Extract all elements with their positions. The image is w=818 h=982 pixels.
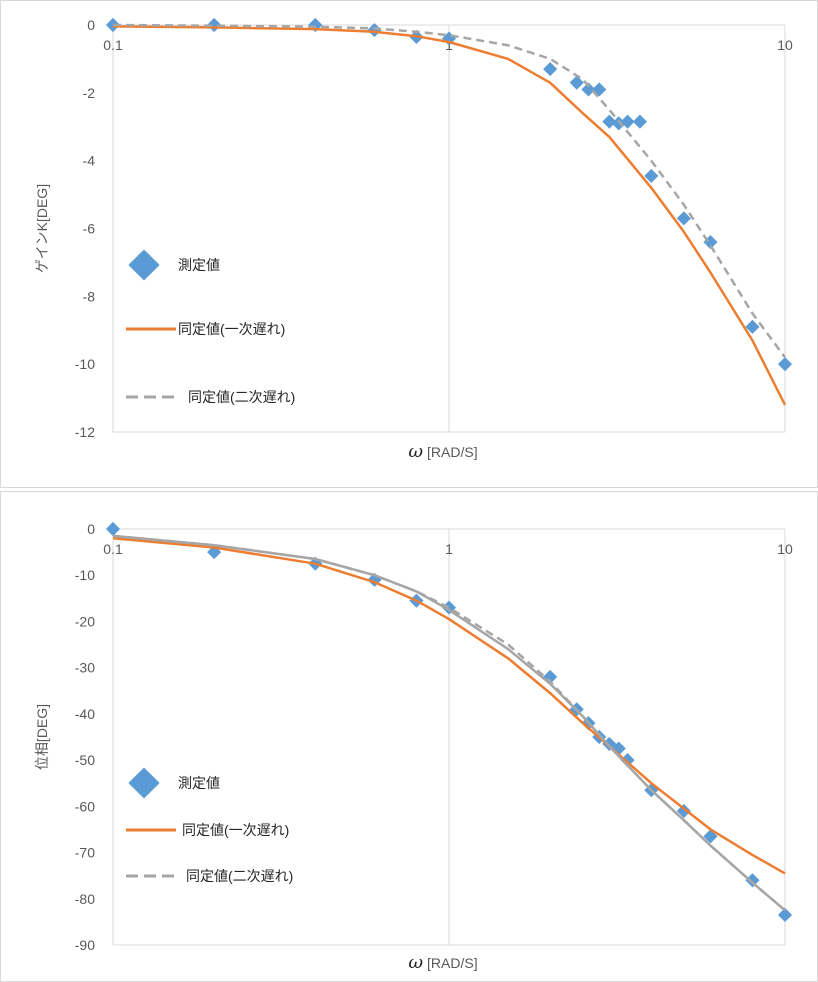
data-point — [676, 803, 691, 819]
series-second-order-line — [112, 23, 787, 359]
y-tick-label: -20 — [75, 613, 95, 629]
series-measured — [105, 17, 793, 372]
x-axis-title: ω [RAD/S] — [408, 441, 477, 462]
y-tick-label: -40 — [75, 706, 95, 722]
x-tick-label: 10 — [777, 541, 793, 557]
x-tick-label: 10 — [777, 37, 793, 53]
phase-chart-panel: 0 -10 -20 -30 -40 -50 -60 -70 -80 -90 0.1 1 10 ω [RAD/… — [0, 491, 818, 982]
data-point — [569, 75, 584, 90]
y-tick-label: -10 — [75, 356, 95, 372]
y-tick-label: -12 — [75, 424, 95, 440]
data-point — [745, 873, 760, 888]
y-tick-label: -6 — [83, 221, 96, 237]
data-point — [745, 319, 760, 334]
data-point — [620, 114, 635, 129]
y-tick-label: 0 — [87, 17, 95, 33]
y-tick-label: -2 — [83, 85, 96, 101]
x-axis-title: ω [RAD/S] — [408, 952, 477, 973]
series-fit-line — [112, 534, 786, 912]
legend-marker-measured — [128, 249, 160, 281]
data-point — [543, 62, 558, 77]
series-first-order-line — [112, 25, 787, 406]
x-tick-label: 0.1 — [103, 541, 123, 557]
legend-marker-measured — [128, 767, 160, 799]
data-point — [602, 114, 617, 129]
data-point — [777, 357, 793, 372]
y-tick-label: -10 — [75, 567, 95, 583]
y-tick-label: -70 — [75, 845, 95, 861]
y-axis-title: 位相[DEG] — [34, 704, 50, 770]
data-point — [777, 907, 793, 923]
y-tick-label: -50 — [75, 752, 95, 768]
y-tick-label: -80 — [75, 891, 95, 907]
x-tick-label: 1 — [445, 541, 453, 557]
legend-label: 同定値(二次遅れ) — [188, 389, 295, 405]
data-point — [620, 753, 635, 768]
legend-label: 同定値(一次遅れ) — [182, 822, 289, 838]
data-point — [644, 168, 659, 184]
y-tick-label: -90 — [75, 937, 95, 953]
data-point — [676, 211, 691, 226]
y-tick-label: 0 — [87, 521, 95, 537]
y-tick-label: -60 — [75, 798, 95, 814]
y-tick-label: -30 — [75, 660, 95, 676]
gain-chart-panel: 0-2-4-6-8-10-120.1110ω[RAD/S]ゲインK[DEG]測定… — [0, 0, 818, 488]
legend-label: 測定値 — [178, 775, 220, 791]
legend-label: 同定値(二次遅れ) — [186, 868, 293, 884]
data-point — [632, 114, 647, 129]
legend-label: 測定値 — [178, 257, 220, 273]
data-point — [105, 521, 121, 537]
phase-chart: 0 -10 -20 -30 -40 -50 -60 -70 -80 -90 0.1 1 10 ω [RAD/… — [34, 521, 793, 973]
data-point — [581, 82, 596, 97]
legend-label: 同定値(一次遅れ) — [178, 321, 285, 337]
gain-chart: 0-2-4-6-8-10-120.1110ω[RAD/S]ゲインK[DEG]測定… — [34, 17, 793, 462]
series-first-order-line — [112, 536, 786, 875]
data-point — [367, 23, 382, 38]
y-tick-label: -4 — [83, 153, 96, 169]
y-axis-title: ゲインK[DEG] — [34, 184, 50, 273]
x-tick-label: 0.1 — [103, 37, 123, 53]
y-tick-label: -8 — [83, 288, 96, 304]
